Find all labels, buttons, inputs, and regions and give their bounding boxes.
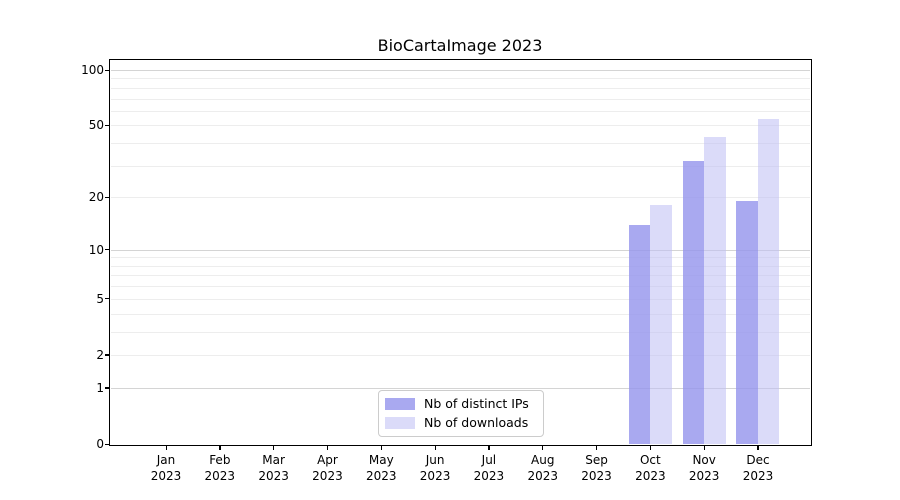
bar-distinct-ips-dec <box>736 201 758 444</box>
y-tick-label-10: 10 <box>88 242 104 257</box>
x-tick-oct <box>649 445 652 450</box>
legend-swatch-distinct-ips <box>385 398 415 410</box>
y-tick-10 <box>105 249 109 251</box>
x-tick-label-year-aug: 2023 <box>527 469 558 483</box>
y-tick-label-5: 5 <box>96 291 104 306</box>
x-tick-jan <box>165 445 167 450</box>
x-tick-label-year-jul: 2023 <box>473 469 505 483</box>
x-tick-label-year-jun: 2023 <box>419 469 451 483</box>
gridline-minor-9 <box>110 257 810 259</box>
bar-downloads-dec <box>757 119 780 444</box>
gridline-minor-80 <box>110 87 810 89</box>
gridline-minor-30 <box>110 165 810 167</box>
y-tick-100 <box>105 69 109 71</box>
y-tick-20 <box>105 196 109 198</box>
x-tick-apr <box>326 445 329 450</box>
y-tick-label-50: 50 <box>88 118 104 133</box>
x-tick-label-year-may: 2023 <box>365 469 397 483</box>
gridline-minor-90 <box>110 78 810 80</box>
x-tick-label-month-apr: Apr <box>317 453 338 467</box>
gridline-major-1 <box>110 387 810 389</box>
x-tick-aug <box>542 445 544 450</box>
gridline-minor-8 <box>110 265 810 267</box>
legend-swatch-downloads <box>385 417 415 429</box>
bar-downloads-oct <box>650 205 672 444</box>
y-tick-0 <box>105 443 109 445</box>
x-tick-label-month-may: May <box>368 453 394 467</box>
x-tick-jul <box>488 445 490 450</box>
x-tick-label-year-sep: 2023 <box>581 469 612 483</box>
legend-label-distinct-ips: Nb of distinct IPs <box>424 396 529 411</box>
gridline-minor-5 <box>110 298 810 300</box>
y-tick-label-20: 20 <box>88 190 104 205</box>
gridline-minor-3 <box>110 331 810 333</box>
x-tick-label-month-mar: Mar <box>262 453 285 467</box>
x-tick-label-year-jan: 2023 <box>150 469 182 483</box>
gridline-minor-40 <box>110 143 810 145</box>
y-tick-label-1: 1 <box>96 380 104 395</box>
x-tick-mar <box>273 445 275 450</box>
x-tick-label-year-nov: 2023 <box>688 469 720 483</box>
x-tick-label-month-nov: Nov <box>692 453 716 467</box>
gridline-minor-7 <box>110 275 810 277</box>
gridline-minor-50 <box>110 125 810 127</box>
y-tick-50 <box>105 124 109 127</box>
x-tick-sep <box>596 445 598 450</box>
legend-item-distinct-ips: Nb of distinct IPs <box>385 396 535 412</box>
bar-distinct-ips-oct <box>628 224 651 444</box>
x-tick-jun <box>434 445 436 450</box>
x-tick-label-month-dec: Dec <box>746 453 770 467</box>
x-tick-label-year-apr: 2023 <box>312 469 343 483</box>
x-tick-label-year-oct: 2023 <box>635 469 666 483</box>
x-tick-label-year-dec: 2023 <box>742 469 774 483</box>
legend-item-downloads: Nb of downloads <box>385 415 535 431</box>
x-tick-label-month-oct: Oct <box>639 453 661 467</box>
y-tick-1 <box>105 387 109 389</box>
y-tick-label-100: 100 <box>81 63 104 77</box>
x-tick-may <box>380 445 382 450</box>
x-tick-label-month-feb: Feb <box>209 453 231 467</box>
x-tick-label-month-aug: Aug <box>531 453 555 467</box>
gridline-minor-60 <box>110 110 810 112</box>
y-tick-label-0: 0 <box>96 437 104 451</box>
x-tick-label-month-jun: Jun <box>425 453 445 467</box>
x-tick-feb <box>219 445 221 450</box>
x-tick-dec <box>757 445 759 450</box>
x-tick-label-month-jan: Jan <box>156 453 176 467</box>
y-tick-label-2: 2 <box>96 347 104 362</box>
bar-downloads-nov <box>704 137 726 444</box>
legend-label-downloads: Nb of downloads <box>424 415 529 430</box>
bar-distinct-ips-nov <box>682 160 705 444</box>
legend: Nb of distinct IPs Nb of downloads <box>378 390 544 437</box>
gridline-minor-6 <box>110 286 810 288</box>
chart-title: BioCartaImage 2023 <box>377 36 543 55</box>
x-tick-nov <box>703 445 705 450</box>
gridline-minor-4 <box>110 313 810 315</box>
y-tick-2 <box>105 354 109 356</box>
gridline-minor-20 <box>110 197 810 199</box>
gridline-major-100 <box>110 70 810 71</box>
x-tick-label-year-mar: 2023 <box>258 469 289 483</box>
y-tick-5 <box>105 298 109 300</box>
x-tick-label-month-sep: Sep <box>585 453 608 467</box>
gridline-major-10 <box>110 249 810 251</box>
x-tick-label-month-jul: Jul <box>481 453 497 467</box>
gridline-minor-70 <box>110 98 810 100</box>
x-tick-label-year-feb: 2023 <box>204 469 236 483</box>
gridline-minor-2 <box>110 354 810 356</box>
